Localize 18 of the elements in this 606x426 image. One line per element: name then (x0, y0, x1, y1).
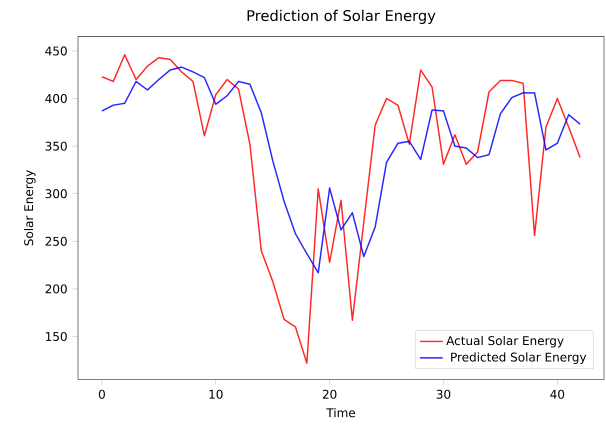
line-series (101, 66, 581, 274)
y-tick-label: 150 (46, 332, 67, 342)
chart-title: Prediction of Solar Energy (248, 10, 436, 24)
y-tick-label: 450 (45, 46, 67, 56)
y-axis-title: Solar Energy (24, 170, 36, 246)
legend-label: Actual Solar Energy (446, 336, 564, 348)
y-tick-label: 200 (46, 284, 67, 294)
y-tick-label: 350 (46, 142, 67, 151)
x-tick-label: 0 (98, 390, 105, 399)
x-axis-title: Time (326, 408, 356, 418)
x-tick-label: 10 (209, 390, 223, 399)
y-tick-label: 400 (45, 94, 67, 104)
y-tick-label: 250 (46, 236, 67, 246)
x-tick-label: 20 (322, 390, 336, 399)
legend-label: Predicted Solar Energy (451, 352, 586, 364)
x-tick-label: 30 (436, 390, 450, 399)
y-tick-label: 300 (46, 189, 67, 198)
x-tick-label: 40 (550, 390, 564, 399)
